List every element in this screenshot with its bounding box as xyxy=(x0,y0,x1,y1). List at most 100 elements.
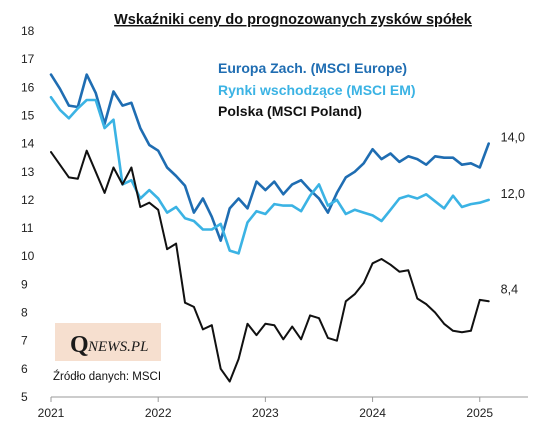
data-point xyxy=(264,323,267,325)
data-point xyxy=(461,163,463,166)
data-point xyxy=(443,323,445,325)
data-point xyxy=(300,210,302,212)
y-tick-label: 5 xyxy=(21,390,28,404)
data-point xyxy=(246,323,249,325)
data-point xyxy=(85,149,88,152)
data-point xyxy=(479,201,481,204)
data-point xyxy=(487,199,490,201)
data-point xyxy=(50,96,52,98)
data-point xyxy=(470,203,472,205)
data-point xyxy=(255,334,258,336)
logo-text: NEWS.PL xyxy=(87,339,148,355)
data-point xyxy=(389,209,392,211)
data-point xyxy=(202,197,204,200)
data-point xyxy=(282,204,285,207)
data-point xyxy=(318,197,320,200)
data-point xyxy=(389,263,392,266)
data-point xyxy=(59,109,61,111)
x-tick-label: 2022 xyxy=(145,406,172,420)
data-point xyxy=(398,161,401,163)
data-point xyxy=(148,144,151,146)
data-point xyxy=(398,270,401,273)
data-point xyxy=(77,178,79,180)
data-point xyxy=(184,217,186,219)
data-point xyxy=(59,163,61,166)
data-point xyxy=(309,194,311,197)
data-point xyxy=(479,299,481,301)
data-point xyxy=(148,201,151,204)
data-point xyxy=(94,99,97,101)
data-point xyxy=(193,211,195,214)
data-point xyxy=(175,175,177,177)
data-point xyxy=(479,166,481,169)
data-point xyxy=(434,311,436,314)
data-point xyxy=(371,148,374,150)
data-point xyxy=(443,156,445,159)
data-point xyxy=(202,328,204,331)
data-point xyxy=(487,142,490,145)
data-point xyxy=(416,158,419,160)
data-point xyxy=(202,228,204,231)
data-point xyxy=(139,197,142,200)
data-point xyxy=(264,189,267,191)
data-point xyxy=(85,73,88,76)
data-point xyxy=(336,339,338,342)
data-point xyxy=(157,197,159,200)
data-point xyxy=(389,152,392,155)
data-point xyxy=(103,127,106,129)
x-axis: 2021 2022 2023 2024 2025 xyxy=(38,396,528,420)
data-point xyxy=(175,206,177,208)
legend-entry: Polska (MSCI Poland) xyxy=(218,103,362,119)
data-point xyxy=(85,99,88,101)
data-point xyxy=(407,155,410,158)
y-tick-label: 9 xyxy=(21,277,28,291)
data-point xyxy=(68,117,70,120)
data-point xyxy=(353,171,356,173)
data-point xyxy=(362,162,365,165)
data-point xyxy=(246,221,249,224)
data-point xyxy=(470,162,472,165)
data-point xyxy=(353,293,356,296)
data-point xyxy=(264,213,267,215)
data-point xyxy=(291,325,294,328)
data-point xyxy=(59,87,61,90)
data-point xyxy=(112,166,115,169)
data-point xyxy=(246,207,249,210)
data-point xyxy=(130,179,133,181)
data-point xyxy=(380,258,383,260)
data-point xyxy=(211,228,213,231)
data-point xyxy=(309,314,311,317)
x-tick-label: 2021 xyxy=(38,406,65,420)
data-point xyxy=(470,330,472,332)
data-point xyxy=(112,90,115,93)
data-point xyxy=(407,269,410,272)
data-point xyxy=(452,194,454,197)
data-point xyxy=(130,102,133,104)
end-labels: 14,0 12,0 8,4 xyxy=(501,131,525,297)
data-point xyxy=(94,171,97,173)
data-point xyxy=(228,207,231,210)
data-point xyxy=(345,300,347,303)
data-point xyxy=(103,192,106,194)
data-point xyxy=(68,176,70,179)
x-tick-label: 2024 xyxy=(359,406,386,420)
legend: Europa Zach. (MSCI Europe) Rynki wschodzą… xyxy=(218,60,416,119)
data-point xyxy=(157,209,159,211)
data-point xyxy=(425,193,428,196)
y-tick-label: 16 xyxy=(21,80,35,94)
x-tick-label: 2023 xyxy=(252,406,279,420)
data-point xyxy=(130,166,133,169)
series-line xyxy=(49,73,491,242)
y-tick-label: 7 xyxy=(21,334,28,348)
data-point xyxy=(398,197,401,200)
data-point xyxy=(193,306,195,308)
x-tick-label: 2025 xyxy=(466,406,493,420)
data-point xyxy=(407,194,410,197)
data-point xyxy=(68,104,70,107)
data-point xyxy=(237,252,240,255)
data-point xyxy=(237,358,240,360)
data-point xyxy=(255,210,258,212)
data-point xyxy=(345,213,347,215)
data-point xyxy=(237,197,240,200)
y-tick-label: 12 xyxy=(21,193,35,207)
